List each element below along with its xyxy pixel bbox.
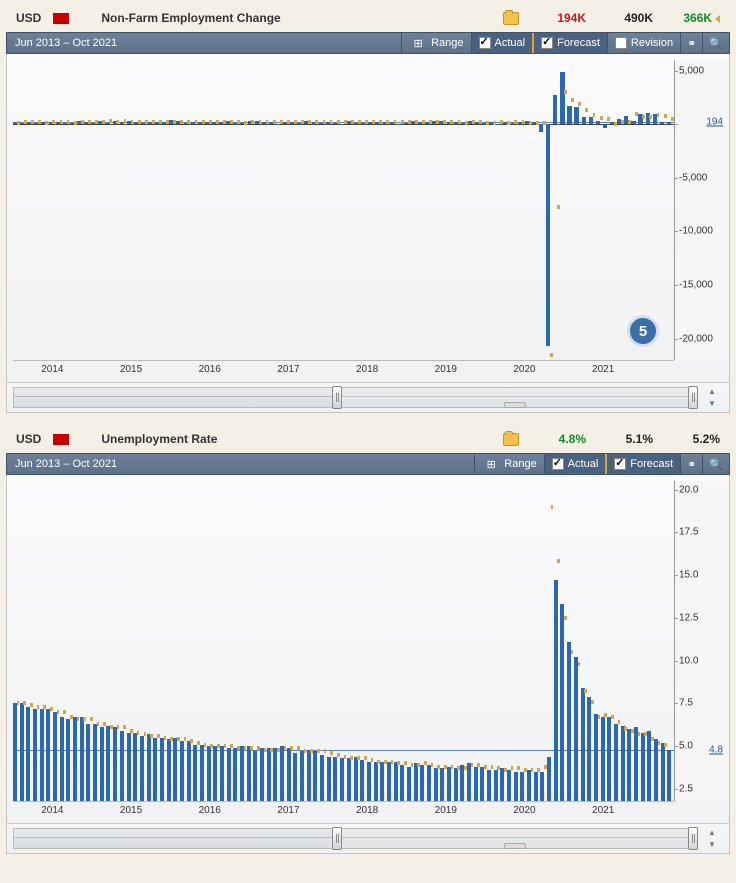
header-row: USD Unemployment Rate 4.8% 5.1% 5.2%: [6, 425, 730, 453]
folder-icon[interactable]: [503, 433, 519, 446]
value-actual: 4.8%: [531, 432, 586, 446]
zoom-icon: 🔍: [709, 37, 723, 50]
link-icon: ⚭: [687, 458, 696, 471]
checkbox-icon: [614, 458, 626, 470]
chart-container: 20.017.515.012.510.07.55.02.54.8 2014201…: [6, 475, 730, 854]
currency-label: USD: [16, 432, 41, 446]
checkbox-icon: [552, 458, 564, 470]
currency-label: USD: [16, 11, 41, 25]
flag-icon: [53, 434, 69, 445]
y-axis: 20.017.515.012.510.07.55.02.54.8: [674, 481, 729, 801]
checkbox-icon: [541, 37, 553, 49]
slider-selection[interactable]: [337, 388, 693, 407]
slider-selection[interactable]: [337, 829, 693, 848]
slider-track: [13, 387, 695, 408]
zoom-button[interactable]: 🔍: [702, 33, 729, 53]
link-button[interactable]: ⚭: [680, 33, 702, 53]
header-row: USD Non-Farm Employment Change 194K 490K…: [6, 4, 730, 32]
chart-toolbar: Jun 2013 – Oct 2021 ⊞Range Actual Foreca…: [6, 32, 730, 54]
event-title: Unemployment Rate: [101, 432, 217, 446]
actual-toggle[interactable]: Actual: [471, 33, 533, 53]
panel-unemployment: USD Unemployment Rate 4.8% 5.1% 5.2% Jun…: [6, 425, 730, 854]
checkbox-icon: [615, 37, 627, 49]
range-slider[interactable]: ▲▼: [7, 382, 729, 412]
range-icon: ⊞: [482, 458, 500, 471]
range-button[interactable]: ⊞Range: [474, 454, 543, 474]
chart-container: 5,000-5,000-10,000-15,000-20,000194 2014…: [6, 54, 730, 413]
value-forecast: 5.1%: [598, 432, 653, 446]
value-previous: 5.2%: [665, 432, 720, 446]
actual-toggle[interactable]: Actual: [544, 454, 606, 474]
panel-nfp: USD Non-Farm Employment Change 194K 490K…: [6, 4, 730, 413]
chart-toolbar: Jun 2013 – Oct 2021 ⊞Range Actual Foreca…: [6, 453, 730, 475]
value-previous: 366K: [665, 11, 720, 25]
chevron-down-icon: ▼: [708, 399, 716, 408]
value-actual: 194K: [531, 11, 586, 25]
date-range-label: Jun 2013 – Oct 2021: [7, 37, 401, 49]
range-slider[interactable]: ▲▼: [7, 823, 729, 853]
slider-handle-left[interactable]: [332, 386, 342, 409]
slider-handle-right[interactable]: [688, 827, 698, 850]
value-forecast: 490K: [598, 11, 653, 25]
range-icon: ⊞: [409, 37, 427, 50]
range-button[interactable]: ⊞Range: [401, 33, 470, 53]
folder-icon[interactable]: [503, 12, 519, 25]
x-axis: 20142015201620172018201920202021: [13, 360, 674, 382]
chart-area[interactable]: 20.017.515.012.510.07.55.02.54.8 2014201…: [7, 475, 729, 823]
event-title: Non-Farm Employment Change: [101, 11, 280, 25]
date-range-label: Jun 2013 – Oct 2021: [7, 458, 474, 470]
x-axis: 20142015201620172018201920202021: [13, 801, 674, 823]
chart-area[interactable]: 5,000-5,000-10,000-15,000-20,000194 2014…: [7, 54, 729, 382]
zoom-button[interactable]: 🔍: [702, 454, 729, 474]
checkbox-icon: [479, 37, 491, 49]
slider-track: [13, 828, 695, 849]
link-button[interactable]: ⚭: [680, 454, 702, 474]
zoom-icon: 🔍: [709, 458, 723, 471]
link-icon: ⚭: [687, 37, 696, 50]
chevron-up-icon: ▲: [708, 387, 716, 396]
flag-icon: [53, 13, 69, 24]
forecast-toggle[interactable]: Forecast: [532, 33, 607, 53]
plot-region: [13, 60, 674, 360]
forecast-toggle[interactable]: Forecast: [605, 454, 680, 474]
slider-handle-right[interactable]: [688, 386, 698, 409]
y-scroll[interactable]: ▲▼: [701, 387, 723, 408]
chevron-down-icon: ▼: [708, 840, 716, 849]
y-scroll[interactable]: ▲▼: [701, 828, 723, 849]
revision-arrow-icon: [715, 15, 720, 23]
y-axis: 5,000-5,000-10,000-15,000-20,000194: [674, 60, 729, 360]
chevron-up-icon: ▲: [708, 828, 716, 837]
plot-region: [13, 481, 674, 801]
revision-toggle[interactable]: Revision: [607, 33, 680, 53]
slider-handle-left[interactable]: [332, 827, 342, 850]
count-badge[interactable]: 5: [627, 315, 659, 347]
